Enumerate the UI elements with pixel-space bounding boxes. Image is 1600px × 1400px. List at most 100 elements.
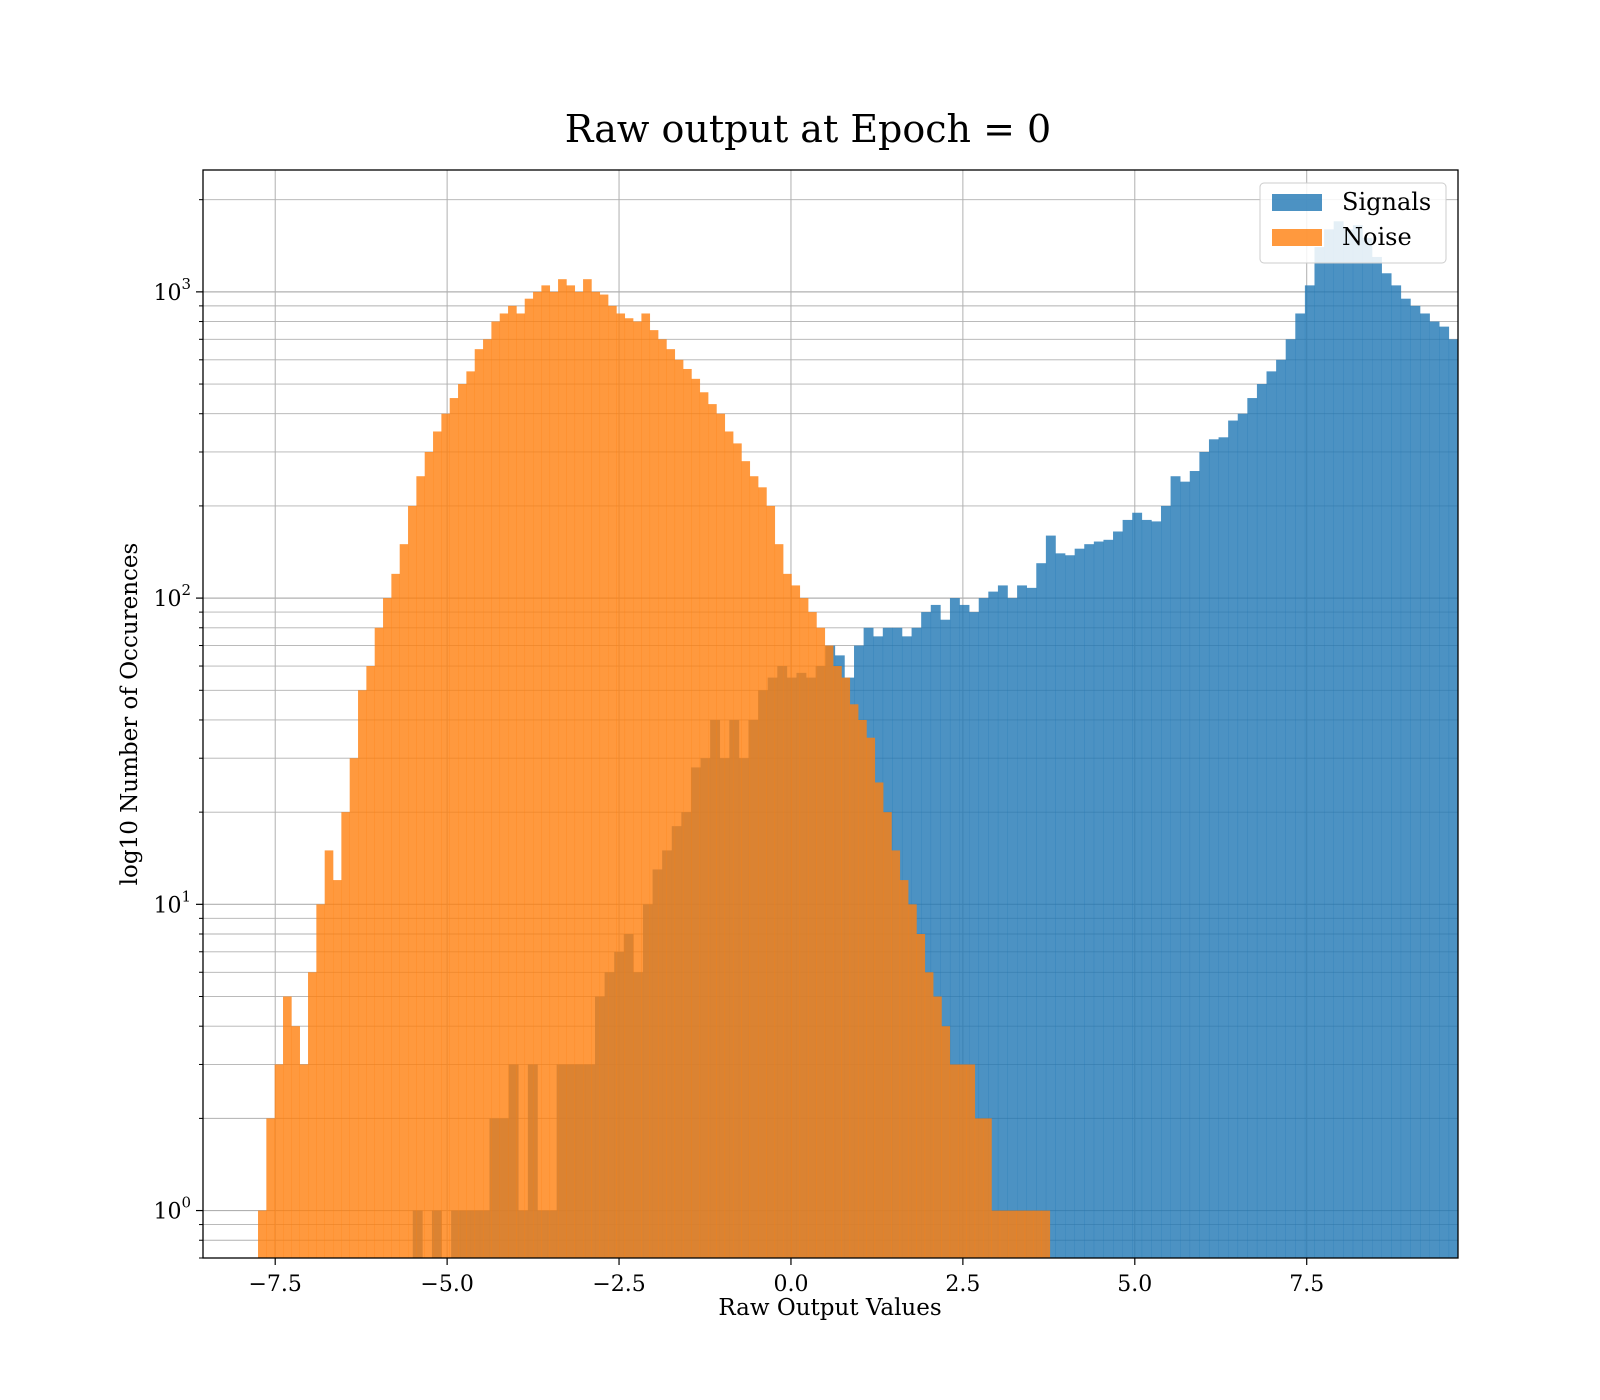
bar-noise-52: [691, 378, 701, 1258]
bar-noise-66: [808, 612, 817, 1258]
bar-signals-79: [1170, 476, 1181, 1258]
bar-noise-23: [449, 398, 459, 1258]
x-axis-ticks: −7.5 −5.0 −2.5 0.0 2.5 5.0 7.5: [248, 1258, 1324, 1297]
bar-noise-76: [891, 850, 901, 1258]
bar-noise-6: [308, 972, 317, 1258]
bar-noise-28: [491, 321, 501, 1258]
bar-noise-86: [974, 1118, 984, 1258]
bar-signals-88: [1256, 384, 1267, 1258]
x-tick-label-4: 2.5: [945, 1272, 980, 1297]
bar-noise-33: [533, 291, 542, 1258]
bar-signals-70: [1084, 544, 1095, 1258]
bar-signals-76: [1141, 519, 1152, 1258]
bar-noise-88: [991, 1210, 1001, 1258]
bar-noise-45: [633, 321, 642, 1258]
bar-noise-44: [624, 318, 634, 1258]
bar-noise-19: [416, 476, 426, 1258]
bar-noise-40: [591, 291, 601, 1258]
bar-signals-71: [1093, 541, 1104, 1258]
bar-noise-71: [849, 704, 859, 1258]
bar-signals-69: [1074, 548, 1085, 1258]
bar-signals-78: [1160, 505, 1171, 1258]
bar-noise-0: [258, 1210, 267, 1258]
bar-noise-42: [608, 305, 617, 1258]
bar-noise-55: [716, 413, 726, 1258]
bar-signals-65: [1036, 563, 1047, 1258]
bar-noise-5: [299, 1064, 309, 1258]
legend-swatch-signals: [1272, 194, 1322, 211]
bar-noise-32: [524, 298, 534, 1258]
bar-noise-17: [399, 544, 409, 1258]
bar-noise-74: [874, 782, 884, 1258]
bar-signals-98: [1352, 225, 1363, 1258]
bar-noise-31: [516, 313, 526, 1258]
bar-noise-85: [966, 1064, 976, 1258]
y-tick-label-1: 101: [153, 887, 191, 918]
x-tick-label-2: −2.5: [592, 1272, 645, 1297]
bar-noise-7: [316, 904, 325, 1258]
x-tick-label-3: 0.0: [773, 1272, 808, 1297]
bar-signals-56: [949, 598, 960, 1258]
bar-signals-67: [1055, 553, 1066, 1258]
bar-signals-99: [1362, 237, 1373, 1258]
bar-signals-102: [1391, 285, 1402, 1258]
bar-signals-104: [1410, 305, 1421, 1258]
bar-signals-100: [1372, 256, 1382, 1258]
bar-signals-106: [1429, 321, 1440, 1258]
legend-label-noise: Noise: [1342, 223, 1412, 251]
bar-noise-21: [433, 431, 442, 1258]
bar-signals-86: [1237, 413, 1248, 1258]
bar-noise-78: [908, 904, 917, 1258]
bar-noise-58: [741, 461, 751, 1258]
bar-noise-63: [783, 573, 792, 1258]
bar-signals-85: [1228, 420, 1239, 1258]
bar-signals-60: [988, 591, 999, 1258]
bar-noise-34: [541, 285, 551, 1258]
bar-noise-11: [349, 758, 359, 1258]
legend-swatch-noise: [1272, 229, 1322, 246]
bar-signals-105: [1420, 313, 1430, 1258]
bar-noise-13: [366, 666, 375, 1258]
bar-noise-47: [649, 330, 659, 1258]
bar-noise-29: [499, 313, 509, 1258]
bar-noise-48: [658, 339, 667, 1258]
bar-noise-35: [549, 291, 559, 1258]
bar-noise-79: [916, 934, 926, 1258]
bar-signals-91: [1285, 339, 1296, 1258]
bar-signals-53: [921, 612, 932, 1258]
bar-signals-77: [1151, 521, 1162, 1258]
histogram-bars: [258, 221, 1458, 1258]
bar-signals-66: [1045, 535, 1056, 1258]
bar-signals-59: [978, 598, 989, 1258]
plot-frame: [202, 169, 1459, 1259]
y-axis-label: log10 Number of Occurences: [117, 543, 143, 886]
bar-noise-93: [1033, 1210, 1042, 1258]
bar-noise-82: [941, 1026, 951, 1258]
bar-signals-74: [1122, 519, 1133, 1258]
bar-signals-97: [1343, 229, 1354, 1258]
bar-signals-80: [1180, 481, 1191, 1258]
chart-title: Raw output at Epoch = 0: [565, 107, 1051, 151]
bar-signals-63: [1017, 585, 1027, 1258]
bar-noise-91: [1016, 1210, 1026, 1258]
bar-noise-59: [749, 476, 759, 1258]
bar-noise-36: [558, 279, 567, 1258]
x-tick-label-0: −7.5: [248, 1272, 301, 1297]
bar-noise-67: [816, 627, 826, 1258]
bar-noise-41: [599, 294, 609, 1258]
bar-noise-39: [583, 279, 592, 1258]
bar-signals-96: [1333, 221, 1344, 1258]
bar-noise-24: [458, 384, 467, 1258]
x-tick-label-6: 7.5: [1289, 1272, 1324, 1297]
bar-noise-84: [958, 1064, 967, 1258]
bar-noise-80: [924, 972, 934, 1258]
bar-noise-26: [474, 349, 484, 1258]
bar-noise-60: [758, 487, 767, 1258]
bar-noise-87: [983, 1118, 992, 1258]
y-tick-label-3: 103: [153, 275, 191, 306]
bar-noise-51: [683, 368, 692, 1258]
bar-noise-38: [574, 291, 584, 1258]
bar-noise-4: [291, 1026, 300, 1258]
bar-noise-83: [949, 1064, 959, 1258]
bar-noise-20: [424, 451, 434, 1258]
